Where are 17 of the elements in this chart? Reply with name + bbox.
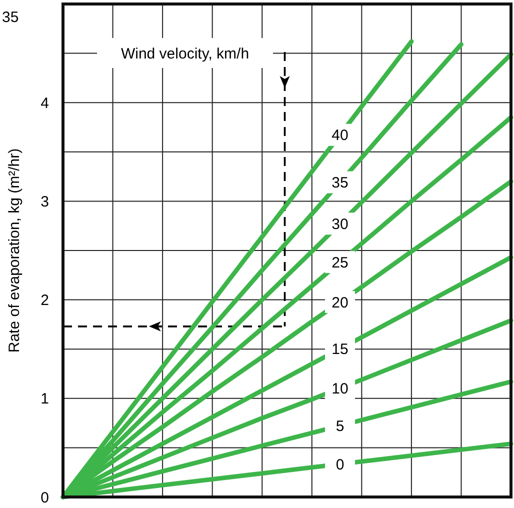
y-axis-title: Rate of evaporation, kg (m²/hr) <box>6 148 23 353</box>
y-tick-label: 4 <box>40 94 49 112</box>
y-tick-label: 2 <box>40 292 49 310</box>
series-label: 30 <box>332 216 348 233</box>
y-tick-label: 3 <box>40 193 49 210</box>
series-label: 15 <box>332 341 348 358</box>
y-tick-label: 0 <box>40 489 49 506</box>
legend-title: Wind velocity, km/h <box>120 45 250 62</box>
series-label: 40 <box>332 127 348 144</box>
series-label: 20 <box>332 294 348 312</box>
text: 35 <box>2 9 19 26</box>
y-tick-label: 1 <box>40 390 49 408</box>
series-label: 5 <box>336 418 344 435</box>
series-label: 25 <box>332 254 348 272</box>
series-label: 0 <box>336 456 344 474</box>
series-label: 10 <box>332 380 348 398</box>
series-label: 35 <box>332 174 348 192</box>
